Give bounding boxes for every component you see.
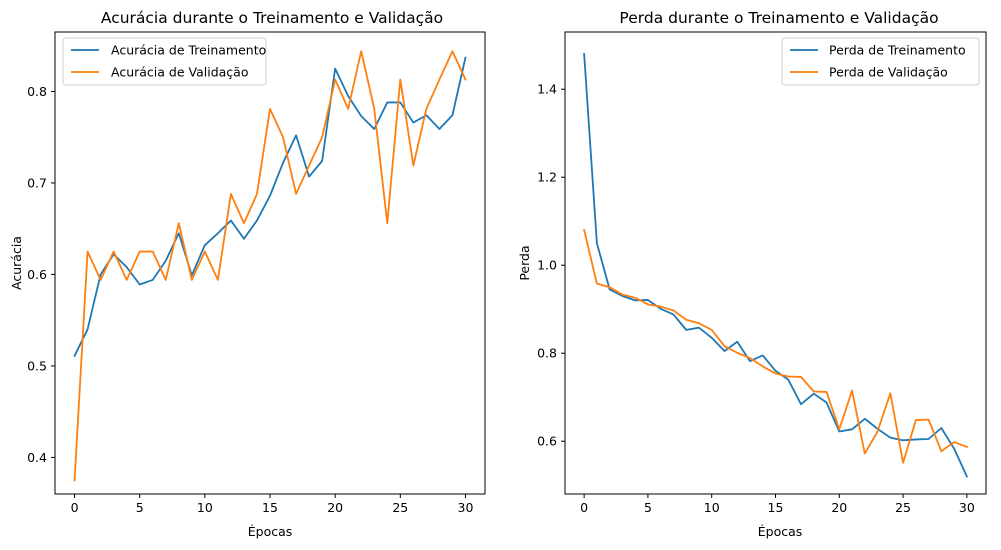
- loss-legend-box: [781, 37, 980, 86]
- loss-x-tick-label: 15: [768, 500, 784, 515]
- accuracy-x-axis-label: Épocas: [248, 524, 293, 539]
- accuracy-y-tick-label: 0.4: [27, 450, 47, 465]
- accuracy-x-tick-label: 20: [327, 500, 343, 515]
- accuracy-legend-box: [62, 37, 267, 86]
- loss-x-tick-label: 30: [959, 500, 975, 515]
- loss-chart: Perda durante o Treinamento e Validação …: [517, 9, 987, 539]
- accuracy-y-tick-label: 0.8: [27, 84, 47, 99]
- loss-y-tick-label: 1.2: [537, 170, 557, 185]
- accuracy-y-axis-label: Acurácia: [9, 236, 24, 290]
- loss-x-tick-label: 5: [644, 500, 652, 515]
- accuracy-chart: Acurácia durante o Treinamento e Validaç…: [9, 9, 486, 539]
- accuracy-legend: Acurácia de Treinamento Acurácia de Vali…: [62, 37, 267, 86]
- loss-series-val-line: [583, 228, 969, 464]
- loss-legend: Perda de Treinamento Perda de Validação: [781, 37, 980, 86]
- loss-x-tick-label: 0: [580, 500, 588, 515]
- loss-y-tick-label: 0.8: [537, 346, 557, 361]
- loss-y-axis-label: Perda: [517, 245, 532, 280]
- loss-y-tick-label: 1.4: [537, 82, 557, 97]
- loss-x-axis-label: Épocas: [758, 524, 803, 539]
- accuracy-x-tick-label: 0: [71, 500, 79, 515]
- accuracy-series-train-line: [73, 56, 467, 358]
- accuracy-x-tick-label: 25: [392, 500, 408, 515]
- accuracy-series-val-line: [73, 50, 467, 482]
- loss-legend-train-label: Perda de Treinamento: [829, 43, 966, 58]
- accuracy-legend-train-label: Acurácia de Treinamento: [111, 43, 266, 58]
- accuracy-x-tick-label: 30: [458, 500, 474, 515]
- accuracy-x-tick-label: 5: [136, 500, 144, 515]
- accuracy-x-tick-label: 10: [197, 500, 213, 515]
- loss-y-tick-label: 1.0: [537, 258, 557, 273]
- loss-chart-title: Perda durante o Treinamento e Validação: [619, 9, 938, 27]
- accuracy-chart-title: Acurácia durante o Treinamento e Validaç…: [101, 9, 443, 27]
- loss-legend-val-label: Perda de Validação: [829, 65, 948, 80]
- accuracy-legend-val-label: Acurácia de Validação: [111, 65, 248, 80]
- loss-x-tick-label: 25: [895, 500, 911, 515]
- loss-series-train-line: [583, 53, 969, 478]
- loss-y-tick-label: 0.6: [537, 434, 557, 449]
- accuracy-plot-frame: [54, 31, 486, 495]
- loss-x-tick-label: 10: [704, 500, 720, 515]
- loss-plot-frame: [564, 31, 987, 495]
- accuracy-y-tick-label: 0.6: [27, 267, 47, 282]
- loss-x-tick-label: 20: [831, 500, 847, 515]
- accuracy-y-tick-label: 0.5: [27, 358, 47, 373]
- accuracy-x-tick-label: 15: [262, 500, 278, 515]
- accuracy-y-tick-label: 0.7: [27, 175, 47, 190]
